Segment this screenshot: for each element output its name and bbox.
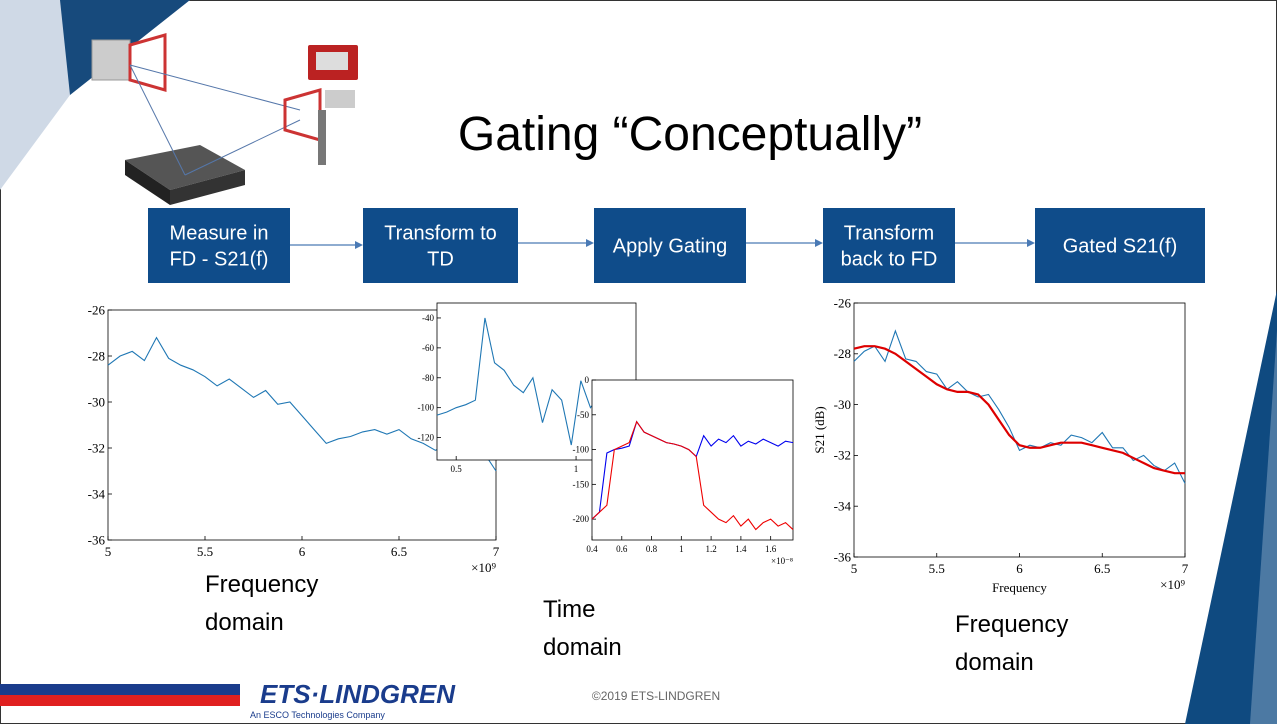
x-tick-label: 0.4 — [586, 544, 598, 554]
flow-step-box — [363, 208, 518, 283]
caption: Time — [543, 596, 595, 623]
caption: Frequency — [205, 571, 318, 598]
flow-step-label: Gated S21(f) — [1063, 236, 1178, 258]
flow-step-label: Transform to — [384, 223, 497, 245]
slide-title: Gating “Conceptually” — [458, 108, 922, 161]
y-tick-label: -30 — [834, 397, 851, 412]
y-tick-label: -28 — [88, 348, 105, 363]
y-tick-label: -32 — [834, 448, 851, 463]
y-tick-label: -150 — [573, 479, 590, 489]
copyright: ©2019 ETS-LINDGREN — [592, 689, 720, 703]
x-tick-label: 1.2 — [705, 544, 716, 554]
x-tick-label: 6.5 — [1094, 561, 1110, 576]
plot: 0.4 0.6 0.8 1 1.2 1.4 1.6 -200 -150 -100 -50 0 ×10⁻⁸ — [573, 375, 794, 566]
plot-area — [853, 302, 1186, 558]
flow-step-label: FD - S21(f) — [170, 249, 269, 271]
y-tick-label: -120 — [418, 433, 435, 443]
x-multiplier: ×10⁻⁸ — [771, 556, 793, 566]
flow-step-label: back to FD — [841, 249, 938, 271]
y-tick-label: -34 — [88, 486, 106, 501]
plot: 5 5.5 6 6.5 7 -36 -34 -32 -30 -28 -26 ×10⁹ — [88, 302, 500, 575]
logo: ETS·LINDGREN — [260, 679, 456, 709]
y-tick-label: -36 — [88, 532, 106, 547]
y-axis-label: S21 (dB) — [812, 406, 827, 453]
x-tick-label: 7 — [493, 544, 500, 559]
y-tick-label: -36 — [834, 549, 852, 564]
flow-step-label: TD — [427, 249, 454, 271]
flow-arrow-head — [586, 239, 594, 247]
corner-decoration — [1250, 330, 1277, 724]
x-tick-label: 1.6 — [765, 544, 777, 554]
x-tick-label: 1 — [679, 544, 684, 554]
flow-step-box — [148, 208, 290, 283]
flow-arrow-head — [815, 239, 823, 247]
antenna-illustration — [91, 33, 358, 205]
flow-step-label: Transform — [844, 223, 934, 245]
y-tick-label: -60 — [422, 343, 434, 353]
y-tick-label: -80 — [422, 373, 434, 383]
logo-subtitle: An ESCO Technologies Company — [250, 710, 385, 720]
x-tick-label: 5 — [851, 561, 858, 576]
logo-stripe — [0, 684, 240, 695]
flow-arrow-head — [355, 241, 363, 249]
flow-step-label: Apply Gating — [613, 236, 728, 258]
x-tick-label: 0.8 — [646, 544, 658, 554]
y-tick-label: -200 — [573, 514, 590, 524]
data-line — [591, 420, 794, 531]
y-tick-label: -50 — [577, 410, 589, 420]
y-tick-label: -100 — [418, 403, 435, 413]
y-tick-label: -32 — [88, 440, 105, 455]
flow-step-box — [823, 208, 955, 283]
x-tick-label: 6 — [299, 544, 306, 559]
y-tick-label: -100 — [573, 445, 590, 455]
plot: 5 5.5 6 6.5 7 -36 -34 -32 -30 -28 -26 ×10⁹ Frequency… — [812, 295, 1189, 595]
x-tick-label: 6 — [1016, 561, 1023, 576]
flow-step-box — [1035, 208, 1205, 283]
y-tick-label: 0 — [585, 375, 590, 385]
y-tick-label: -40 — [422, 313, 434, 323]
x-tick-label: 7 — [1182, 561, 1189, 576]
x-tick-label: 5.5 — [929, 561, 945, 576]
data-line — [107, 336, 497, 472]
caption: domain — [955, 649, 1034, 676]
x-axis-label: Frequency — [992, 580, 1047, 595]
x-multiplier: ×10⁹ — [1160, 577, 1185, 592]
x-tick-label: 6.5 — [391, 544, 407, 559]
flow-arrow-head — [1027, 239, 1035, 247]
x-multiplier: ×10⁹ — [471, 560, 496, 575]
corner-decoration — [1185, 290, 1277, 724]
x-tick-label: 5 — [105, 544, 112, 559]
corner-decoration — [0, 0, 190, 190]
x-tick-label: 5.5 — [197, 544, 213, 559]
plot-area — [591, 379, 794, 541]
y-tick-label: -30 — [88, 394, 105, 409]
x-tick-label: 0.6 — [616, 544, 628, 554]
caption: Frequency — [955, 611, 1068, 638]
data-line — [853, 345, 1185, 475]
caption: domain — [543, 634, 622, 661]
x-tick-label: 1.4 — [735, 544, 747, 554]
flow-step-box — [594, 208, 746, 283]
y-tick-label: -28 — [834, 346, 851, 361]
logo-stripe — [0, 695, 240, 706]
y-tick-label: -34 — [834, 499, 852, 514]
x-tick-label: 1 — [574, 464, 579, 474]
y-tick-label: -26 — [834, 295, 852, 310]
caption: domain — [205, 609, 284, 636]
y-tick-label: -26 — [88, 302, 106, 317]
flow-step-label: Measure in — [170, 223, 269, 245]
x-tick-label: 0.5 — [451, 464, 463, 474]
